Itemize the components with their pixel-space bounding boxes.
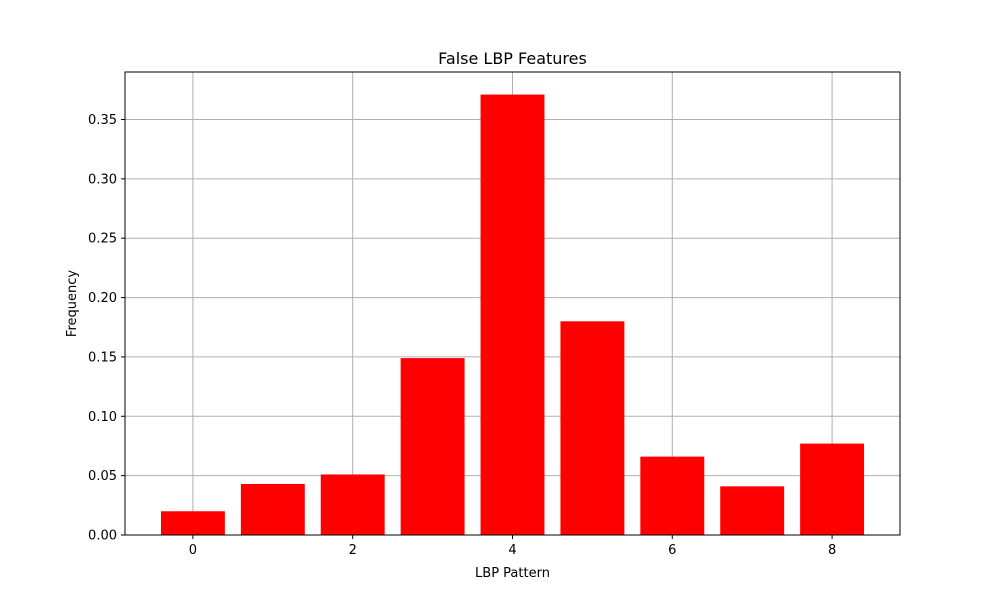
bar-0 — [160, 511, 225, 535]
y-tick-label: 0.30 — [88, 172, 117, 187]
bars — [160, 94, 865, 536]
bar-7 — [720, 486, 785, 535]
x-tick-label: 2 — [349, 543, 357, 558]
bar-2 — [320, 474, 385, 535]
y-tick-label: 0.25 — [88, 232, 117, 247]
chart-title: False LBP Features — [438, 49, 587, 68]
bar-8 — [800, 443, 865, 535]
x-axis-label: LBP Pattern — [475, 566, 550, 581]
y-tick-label: 0.15 — [88, 350, 117, 365]
x-tick-label: 4 — [508, 543, 516, 558]
x-tick-label: 8 — [828, 543, 836, 558]
y-tick-label: 0.10 — [88, 410, 117, 425]
y-tick-label: 0.05 — [88, 469, 117, 484]
bar-6 — [640, 456, 705, 535]
x-axis-ticks: 0 2 4 6 8 — [189, 535, 836, 558]
y-tick-label: 0.20 — [88, 291, 117, 306]
x-tick-label: 6 — [668, 543, 676, 558]
bar-1 — [240, 483, 305, 535]
bar-5 — [560, 321, 625, 535]
y-axis-ticks: 0.00 0.05 0.10 0.15 0.20 0.25 0.30 0.35 — [88, 113, 125, 544]
bar-3 — [400, 358, 465, 535]
y-tick-label: 0.35 — [88, 113, 117, 128]
x-tick-label: 0 — [189, 543, 197, 558]
y-axis-label: Frequency — [65, 270, 80, 337]
y-tick-label: 0.00 — [88, 529, 117, 544]
bar-4 — [480, 94, 545, 536]
